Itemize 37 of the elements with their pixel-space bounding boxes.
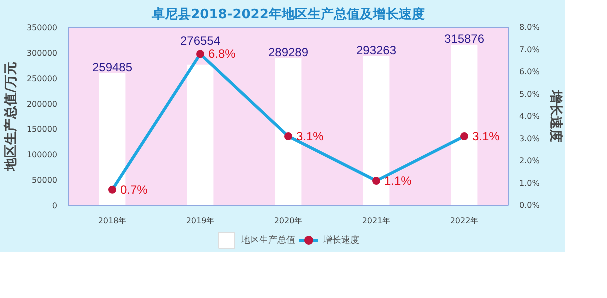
x-tick-label: 2021年 — [362, 216, 391, 226]
y2-tick-label: 4.0% — [520, 112, 540, 121]
chart-title: 卓尼县2018-2022年地区生产总值及增长速度 — [151, 6, 425, 22]
y-tick-label: 200000 — [26, 100, 58, 109]
data-label: 3.1% — [296, 130, 324, 144]
data-label: 276554 — [180, 34, 221, 48]
y2-tick-label: 0.0% — [520, 201, 540, 210]
y-tick-label: 300000 — [26, 48, 58, 58]
data-label: 3.1% — [472, 130, 500, 144]
data-label: 1.1% — [384, 174, 412, 188]
y2-tick-label: 3.0% — [520, 134, 540, 144]
x-tick-label: 2018年 — [98, 216, 127, 226]
data-label: 259485 — [92, 60, 133, 75]
y-tick-label: 150000 — [26, 125, 58, 134]
data-label: 6.8% — [208, 47, 236, 62]
y2-tick-label: 6.0% — [520, 68, 540, 76]
y2-tick-label: 2.0% — [520, 156, 540, 166]
legend-label: 增长速度 — [324, 234, 360, 246]
x-tick-label: 2019年 — [186, 216, 215, 226]
data-label: 0.7% — [120, 182, 148, 197]
data-label: 315876 — [444, 32, 485, 46]
y2-tick-label: 8.0% — [520, 23, 540, 32]
y-tick-label: 350000 — [26, 24, 58, 32]
y2-tick-label: 5.0% — [520, 90, 540, 99]
data-label: 289289 — [268, 45, 309, 60]
y-axis-title: 地区生产总值/万元 — [2, 62, 19, 172]
y-tick-label: 50000 — [32, 176, 58, 186]
y2-tick-label: 7.0% — [520, 45, 540, 54]
data-label: 293263 — [356, 43, 397, 58]
y-tick-label: 250000 — [26, 74, 58, 84]
y-tick-label: 0 — [52, 202, 58, 210]
legend-label: 地区生产总值 — [242, 234, 296, 246]
y2-axis-title: 增长速度 — [548, 90, 564, 142]
x-tick-label: 2020年 — [274, 216, 303, 226]
y2-tick-label: 1.0% — [520, 178, 540, 188]
x-tick-label: 2022年 — [450, 216, 479, 226]
y-tick-label: 100000 — [26, 150, 58, 160]
